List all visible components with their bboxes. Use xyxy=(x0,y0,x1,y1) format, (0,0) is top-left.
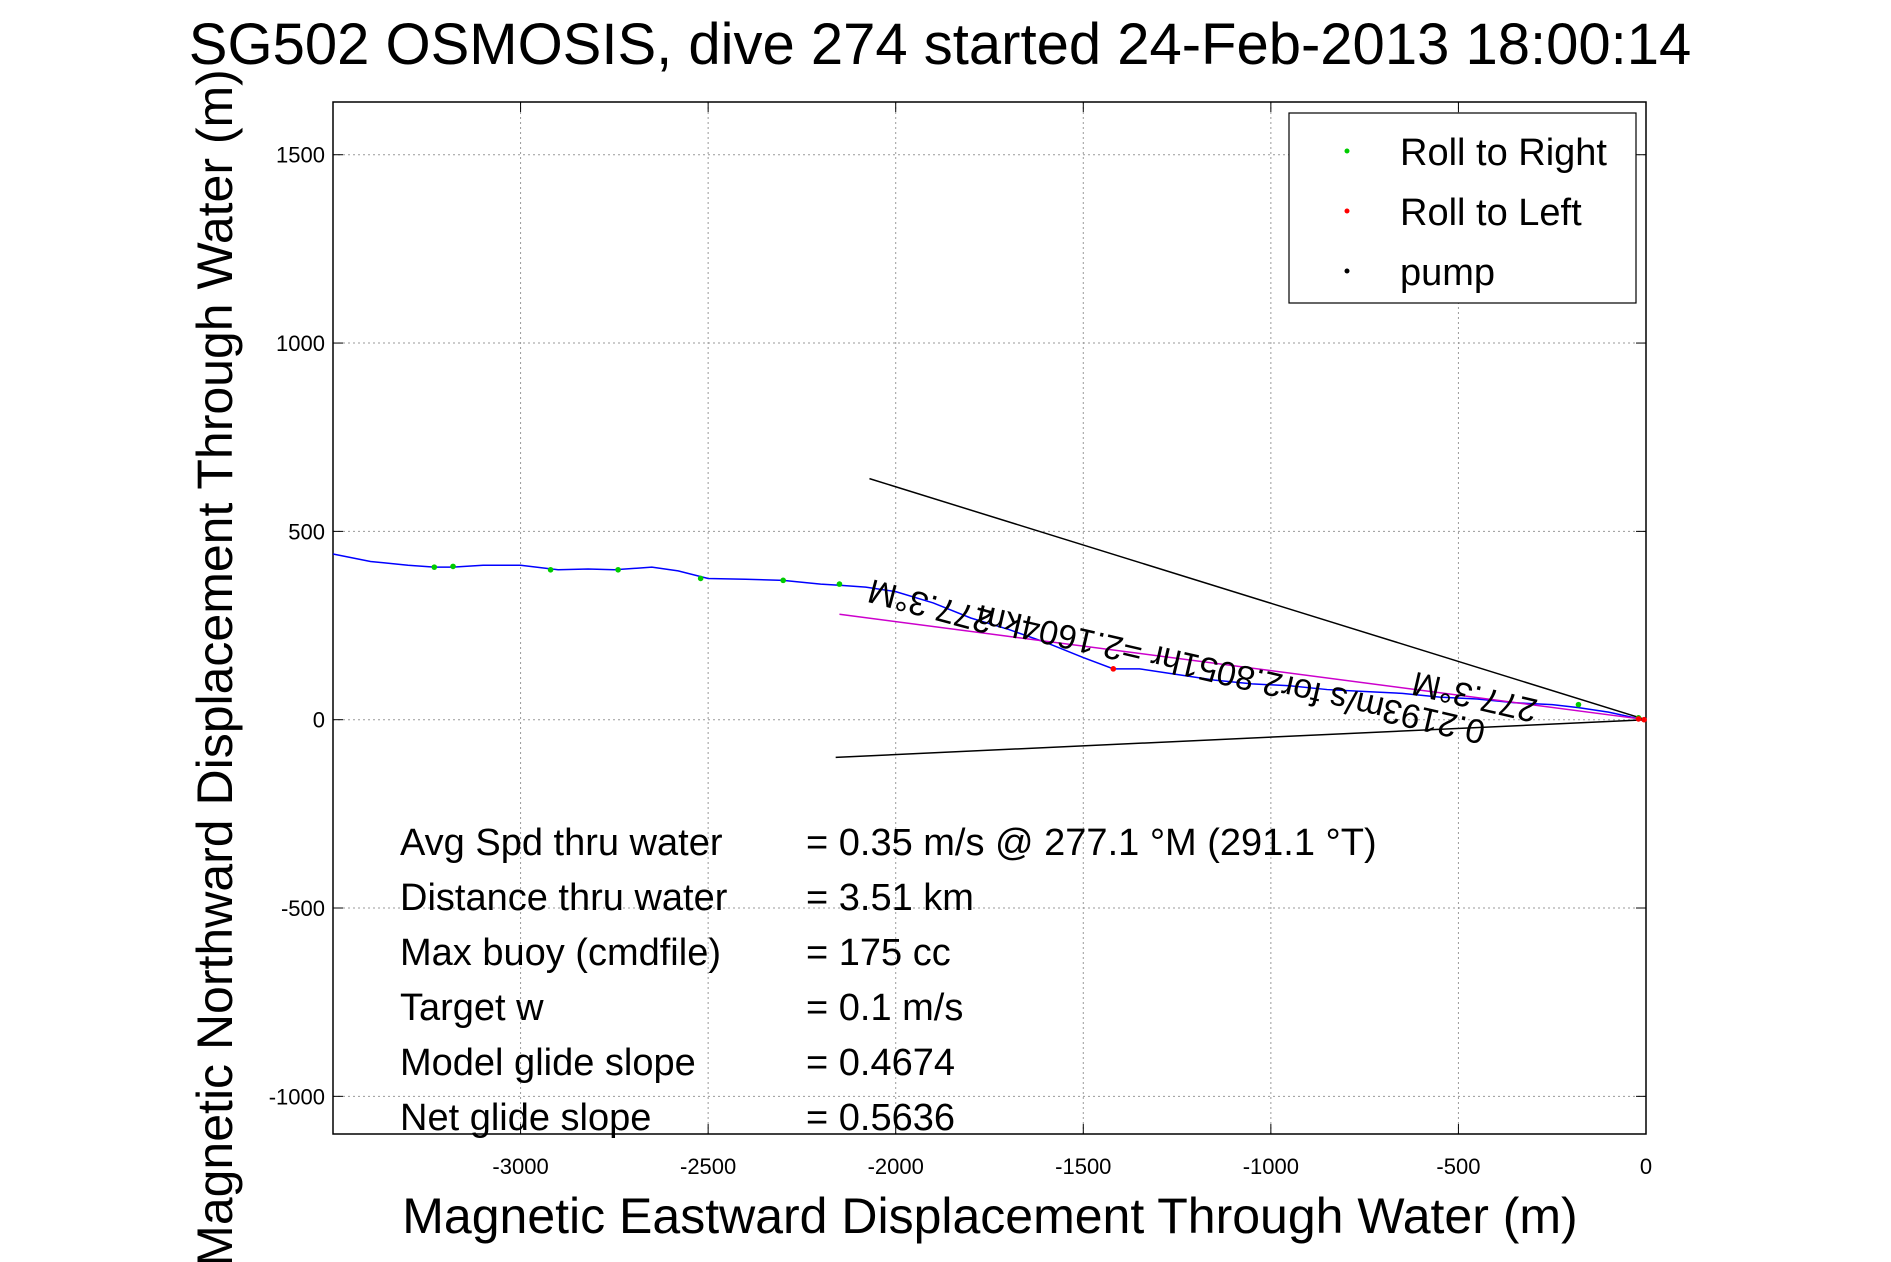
x-tick-label: -1000 xyxy=(1243,1154,1299,1179)
series-line-track xyxy=(332,553,1647,721)
stat-value: = 175 cc xyxy=(806,932,951,974)
legend-marker xyxy=(1344,208,1350,214)
track-annotation: 0.2193m/s for2.8051hr =2.1604km xyxy=(973,597,1489,751)
y-tick-label: -500 xyxy=(281,896,325,921)
series-line-cone-upper xyxy=(869,477,1647,721)
roll-left-point xyxy=(1641,716,1647,723)
roll-right-point xyxy=(780,577,786,584)
series-line-direct-course xyxy=(839,613,1647,721)
chart-title: SG502 OSMOSIS, dive 274 started 24-Feb-2… xyxy=(189,12,1691,77)
stat-value: = 0.4674 xyxy=(806,1042,955,1084)
legend: Roll to Right Roll to Left pump xyxy=(1288,112,1637,304)
stat-label: Avg Spd thru water xyxy=(400,822,723,864)
x-tick-label: -2000 xyxy=(868,1154,924,1179)
roll-left-point xyxy=(1110,666,1117,672)
roll-right-point xyxy=(697,575,704,582)
x-tick-label: -500 xyxy=(1436,1154,1480,1179)
roll-right-point xyxy=(836,581,843,587)
stat-value: = 0.5636 xyxy=(806,1097,955,1139)
y-tick-label: 1000 xyxy=(276,331,325,356)
roll-right-point xyxy=(547,566,554,573)
series-line-cone-lower xyxy=(835,718,1647,759)
x-tick-label: -3000 xyxy=(492,1154,548,1179)
legend-marker xyxy=(1344,268,1350,274)
stat-value: = 0.35 m/s @ 277.1 °M (291.1 °T) xyxy=(806,822,1377,864)
y-tick-label: 1500 xyxy=(276,143,325,168)
stat-label: Distance thru water xyxy=(400,877,728,919)
legend-label: Roll to Right xyxy=(1400,132,1607,174)
stats-block: Avg Spd thru water = 0.35 m/s @ 277.1 °M … xyxy=(400,822,1377,1139)
x-axis-label: Magnetic Eastward Displacement Through W… xyxy=(402,1188,1577,1244)
roll-right-point xyxy=(1575,701,1582,708)
roll-right-point xyxy=(450,563,456,570)
y-axis-label: Magnetic Northward Displacement Through … xyxy=(187,69,243,1262)
annotations-group: 277.3°M0.2193m/s for2.8051hr =2.1604km27… xyxy=(864,571,1541,751)
stat-label: Net glide slope xyxy=(400,1097,651,1139)
y-axis: -1000 -500 0 500 1000 1500 xyxy=(269,143,1646,1109)
legend-label: Roll to Left xyxy=(1400,192,1582,234)
legend-marker xyxy=(1344,148,1350,154)
stat-label: Model glide slope xyxy=(400,1042,696,1084)
x-axis: -3000 -2500 -2000 -1500 -1000 -500 0 xyxy=(492,102,1652,1179)
roll-right-point xyxy=(615,566,621,573)
y-tick-label: -1000 xyxy=(269,1084,325,1109)
markers-group xyxy=(431,563,1647,723)
stat-label: Target w xyxy=(400,987,544,1029)
plot-area xyxy=(332,101,1647,1135)
roll-right-point xyxy=(431,564,438,570)
y-tick-label: 500 xyxy=(288,519,325,544)
y-tick-label: 0 xyxy=(313,708,325,733)
legend-label: pump xyxy=(1400,252,1495,294)
x-tick-label: -1500 xyxy=(1055,1154,1111,1179)
series-group xyxy=(332,477,1647,759)
stat-label: Max buoy (cmdfile) xyxy=(400,932,721,974)
x-tick-label: -2500 xyxy=(680,1154,736,1179)
stat-value: = 3.51 km xyxy=(806,877,974,919)
x-tick-label: 0 xyxy=(1640,1154,1652,1179)
stat-value: = 0.1 m/s xyxy=(806,987,963,1029)
roll-left-point xyxy=(1635,716,1642,722)
